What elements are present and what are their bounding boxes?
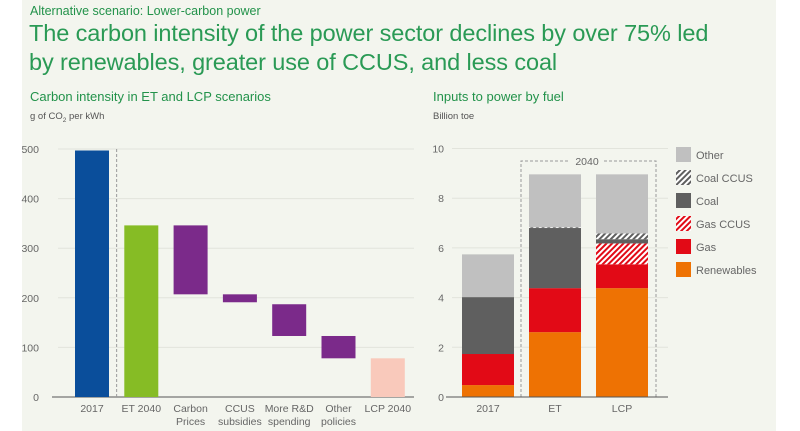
x-category-label: ET 2040 — [122, 403, 162, 415]
legend-label: Renewables — [696, 265, 757, 277]
group-box-2040 — [520, 160, 657, 397]
waterfall-bar — [75, 150, 109, 397]
stacked-segment-renewables — [529, 332, 581, 397]
stacked-segment-coal — [462, 297, 514, 355]
headline-line-2: by renewables, greater use of CCUS, and … — [29, 49, 558, 75]
waterfall-bar — [124, 225, 159, 397]
headline: The carbon intensity of the power sector… — [29, 19, 769, 77]
section-kicker: Alternative scenario: Lower-carbon power — [30, 4, 261, 18]
right-chart: 0 2 4 6 8 10 2040 2017 ET LCP Other Coal CCUS Coal Ga… — [432, 144, 757, 416]
headline-line-1: The carbon intensity of the power sector… — [29, 20, 709, 46]
waterfall-bar — [321, 335, 356, 359]
right-chart-unit: Billion toe — [433, 111, 475, 122]
y-tick-label: 8 — [438, 193, 444, 205]
x-category-label-line2: policies — [321, 416, 356, 428]
legend-label: Gas — [696, 242, 717, 254]
legend-swatch — [676, 170, 691, 185]
right-chart-title: Inputs to power by fuel — [433, 89, 564, 104]
y-tick-label: 10 — [432, 144, 444, 156]
legend-swatch — [676, 147, 691, 162]
y-tick-label: 400 — [21, 194, 39, 206]
x-category-label: Carbon — [173, 403, 208, 415]
legend-label: Gas CCUS — [696, 219, 750, 231]
stacked-segment-gas — [462, 354, 514, 386]
stacked-segment-coal-ccus — [596, 233, 648, 240]
x-category-label: More R&D — [265, 403, 314, 415]
x-category-label: LCP 2040 — [365, 403, 412, 415]
x-category-label: CCUS — [225, 403, 255, 415]
x-category-label-line2: spending — [268, 416, 311, 428]
stacked-segment-renewables — [462, 385, 514, 397]
unit-sub: 2 — [62, 116, 67, 124]
stacked-segment-coal-ccus — [529, 227, 581, 229]
y-tick-label: 200 — [21, 293, 39, 305]
y-tick-label: 0 — [438, 392, 444, 404]
y-tick-label: 4 — [438, 293, 444, 305]
left-chart-title: Carbon intensity in ET and LCP scenarios — [30, 89, 271, 104]
legend-swatch — [676, 216, 691, 231]
stacked-segment-renewables — [596, 288, 648, 397]
y-tick-label: 2 — [438, 342, 444, 354]
stacked-segment-other — [462, 254, 514, 298]
x-category-label-line2: Prices — [176, 416, 205, 428]
stacked-segment-other — [596, 174, 648, 234]
legend-swatch — [676, 193, 691, 208]
x-category-label: Other — [325, 403, 352, 415]
stacked-segment-gas-ccus — [596, 243, 648, 265]
waterfall-bar — [370, 358, 405, 397]
x-category-label: LCP — [612, 403, 632, 415]
legend-label: Coal — [696, 196, 719, 208]
stacked-segment-gas — [596, 264, 648, 289]
y-tick-label: 300 — [21, 243, 39, 255]
stacked-segment-coal — [596, 239, 648, 244]
y-tick-label: 6 — [438, 243, 444, 255]
legend-swatch — [676, 239, 691, 254]
x-category-label: 2017 — [80, 403, 104, 415]
waterfall-bar — [272, 304, 307, 336]
legend-label: Other — [696, 150, 724, 162]
unit-prefix: g of CO — [30, 111, 63, 122]
left-chart-unit: g of CO2 per kWh — [30, 111, 104, 124]
legend-label: Coal CCUS — [696, 173, 753, 185]
group-box-label: 2040 — [575, 156, 599, 168]
unit-suffix: per kWh — [66, 111, 105, 122]
y-tick-label: 100 — [21, 342, 39, 354]
y-tick-label: 500 — [21, 144, 39, 156]
y-tick-label: 0 — [33, 392, 39, 404]
stacked-segment-gas — [529, 288, 581, 333]
legend-swatch — [676, 262, 691, 277]
stacked-segment-coal — [529, 228, 581, 289]
x-category-label: 2017 — [476, 403, 500, 415]
waterfall-bar — [222, 294, 257, 303]
waterfall-bar — [173, 225, 208, 295]
x-category-label: ET — [548, 403, 562, 415]
stacked-segment-other — [529, 174, 581, 228]
x-category-label-line2: subsidies — [218, 416, 262, 428]
